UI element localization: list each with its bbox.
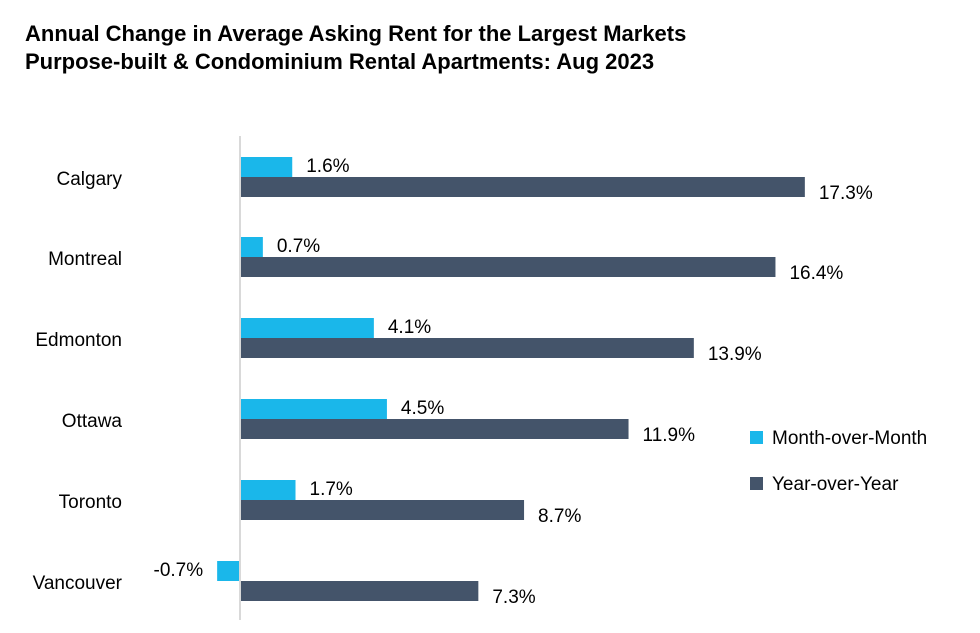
year-over-year-label-edmonton: 13.9% [708,344,762,365]
year-over-year-bar-vancouver [240,581,479,601]
month-over-month-bar-ottawa [240,399,387,419]
category-label-toronto: Toronto [59,492,122,513]
year-over-year-label-ottawa: 11.9% [643,425,696,446]
month-over-month-label-vancouver: -0.7% [154,560,204,581]
year-over-year-bar-edmonton [240,338,694,358]
year-over-year-label-toronto: 8.7% [538,506,581,527]
category-label-edmonton: Edmonton [35,330,122,351]
month-over-month-bar-edmonton [240,318,374,338]
year-over-year-bar-montreal [240,257,776,277]
year-over-year-label-vancouver: 7.3% [492,587,535,608]
year-over-year-bar-calgary [240,177,805,197]
month-over-month-label-toronto: 1.7% [310,479,353,500]
chart-title-line-2: Purpose-built & Condominium Rental Apart… [25,49,655,74]
month-over-month-bar-calgary [240,157,293,177]
month-over-month-label-ottawa: 4.5% [401,398,444,419]
year-over-year-bar-toronto [240,500,525,520]
category-label-vancouver: Vancouver [33,573,123,594]
year-over-year-label-calgary: 17.3% [819,183,873,204]
category-label-ottawa: Ottawa [62,411,123,432]
month-over-month-bar-vancouver [217,561,240,581]
category-label-montreal: Montreal [48,249,122,270]
legend-label-year-over-year: Year-over-Year [772,474,899,495]
month-over-month-label-edmonton: 4.1% [388,317,431,338]
legend-swatch-year-over-year [750,477,763,490]
month-over-month-bar-toronto [240,480,296,500]
month-over-month-label-montreal: 0.7% [277,236,320,257]
chart-title-line-1: Annual Change in Average Asking Rent for… [25,21,687,46]
year-over-year-label-montreal: 16.4% [789,263,843,284]
legend-swatch-month-over-month [750,431,763,444]
legend-label-month-over-month: Month-over-Month [772,428,927,449]
month-over-month-bar-montreal [240,237,263,257]
year-over-year-bar-ottawa [240,419,629,439]
month-over-month-label-calgary: 1.6% [306,156,349,177]
chart-title: Annual Change in Average Asking Rent for… [25,20,686,76]
category-label-calgary: Calgary [57,169,123,190]
